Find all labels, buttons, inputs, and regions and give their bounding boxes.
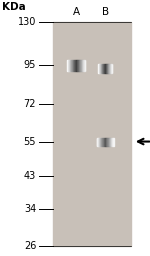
- Bar: [103, 137, 104, 146]
- Text: KDa: KDa: [2, 2, 26, 12]
- Bar: [73, 60, 74, 71]
- Bar: [68, 60, 69, 71]
- Bar: [107, 63, 108, 73]
- Bar: [98, 137, 99, 146]
- Bar: [105, 63, 106, 73]
- Text: 72: 72: [24, 99, 36, 109]
- Bar: [70, 60, 71, 71]
- Bar: [111, 63, 112, 73]
- Bar: [100, 63, 101, 73]
- Bar: [78, 60, 79, 71]
- Bar: [102, 63, 103, 73]
- Bar: [107, 137, 108, 146]
- Bar: [100, 137, 101, 146]
- Bar: [108, 137, 109, 146]
- Text: 55: 55: [24, 136, 36, 146]
- Bar: [53, 22, 131, 246]
- Bar: [72, 60, 73, 71]
- Bar: [83, 60, 84, 71]
- Bar: [81, 60, 82, 71]
- Bar: [67, 60, 68, 71]
- Bar: [111, 137, 112, 146]
- Bar: [76, 60, 77, 71]
- Text: A: A: [73, 7, 80, 17]
- Bar: [98, 63, 99, 73]
- Bar: [106, 137, 107, 146]
- Bar: [77, 60, 78, 71]
- Text: 26: 26: [24, 241, 36, 251]
- Bar: [103, 137, 104, 146]
- Bar: [110, 63, 111, 73]
- Bar: [101, 137, 102, 146]
- Bar: [84, 60, 85, 71]
- Bar: [82, 60, 83, 71]
- Text: B: B: [102, 7, 109, 17]
- Bar: [101, 63, 102, 73]
- Bar: [99, 137, 100, 146]
- Bar: [112, 137, 113, 146]
- Bar: [97, 137, 98, 146]
- Bar: [109, 137, 110, 146]
- Bar: [103, 63, 104, 73]
- Bar: [104, 137, 105, 146]
- Bar: [69, 60, 70, 71]
- Text: 130: 130: [18, 17, 36, 27]
- Bar: [113, 137, 114, 146]
- Text: 34: 34: [24, 204, 36, 214]
- Bar: [79, 60, 80, 71]
- Bar: [105, 137, 106, 146]
- Bar: [108, 63, 109, 73]
- Bar: [109, 63, 110, 73]
- Bar: [75, 60, 76, 71]
- Text: 95: 95: [24, 60, 36, 70]
- Bar: [74, 60, 75, 71]
- Bar: [71, 60, 72, 71]
- Bar: [80, 60, 81, 71]
- Bar: [106, 63, 107, 73]
- Bar: [102, 137, 103, 146]
- Bar: [104, 63, 105, 73]
- Bar: [110, 137, 111, 146]
- Bar: [99, 63, 100, 73]
- Text: 43: 43: [24, 171, 36, 181]
